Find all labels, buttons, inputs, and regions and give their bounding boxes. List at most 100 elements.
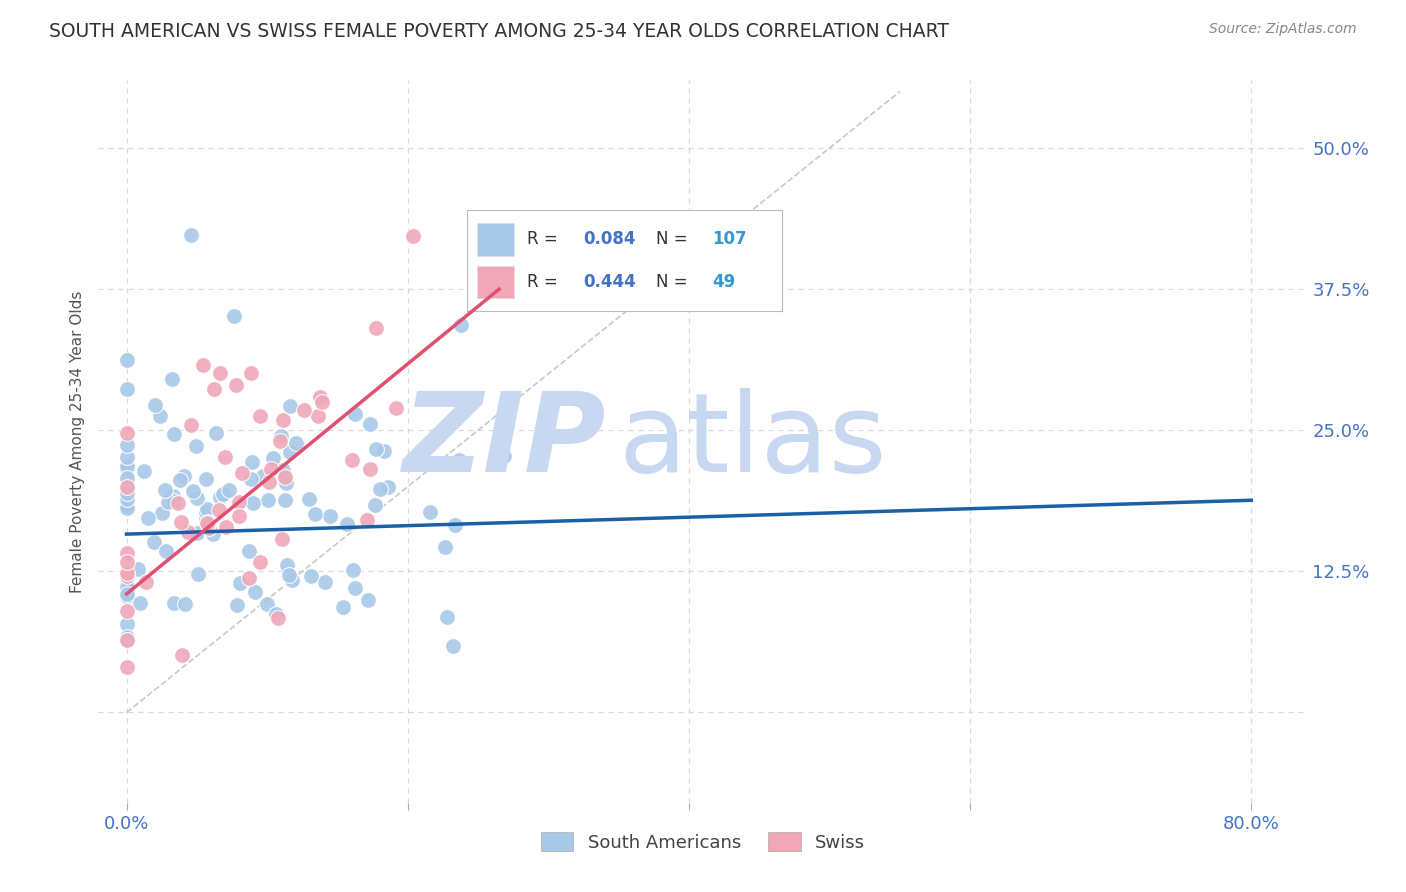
South Americans bbox=[434, 541, 457, 555]
Swiss bbox=[309, 390, 332, 404]
South Americans bbox=[278, 400, 301, 414]
South Americans bbox=[488, 437, 510, 451]
South Americans bbox=[494, 449, 516, 463]
Swiss bbox=[115, 604, 138, 618]
South Americans bbox=[184, 439, 207, 453]
South Americans bbox=[441, 639, 464, 653]
Swiss bbox=[307, 409, 329, 423]
South Americans bbox=[262, 451, 284, 466]
Swiss bbox=[209, 366, 232, 380]
South Americans bbox=[115, 450, 138, 465]
South Americans bbox=[195, 502, 218, 516]
South Americans bbox=[115, 585, 138, 599]
South Americans bbox=[270, 429, 292, 443]
South Americans bbox=[162, 489, 184, 503]
Y-axis label: Female Poverty Among 25-34 Year Olds: Female Poverty Among 25-34 Year Olds bbox=[69, 291, 84, 592]
South Americans bbox=[115, 438, 138, 452]
South Americans bbox=[132, 464, 155, 478]
Swiss bbox=[257, 475, 280, 490]
South Americans bbox=[115, 587, 138, 601]
South Americans bbox=[444, 517, 467, 532]
South Americans bbox=[319, 509, 342, 524]
South Americans bbox=[201, 527, 224, 541]
Swiss bbox=[208, 502, 231, 516]
South Americans bbox=[450, 318, 472, 332]
South Americans bbox=[157, 495, 180, 509]
South Americans bbox=[208, 490, 231, 504]
South Americans bbox=[226, 598, 249, 612]
South Americans bbox=[129, 596, 152, 610]
South Americans bbox=[162, 427, 184, 442]
South Americans bbox=[240, 455, 263, 469]
Swiss bbox=[292, 403, 315, 417]
South Americans bbox=[115, 353, 138, 368]
South Americans bbox=[115, 630, 138, 644]
Swiss bbox=[259, 462, 281, 476]
South Americans bbox=[256, 597, 278, 611]
South Americans bbox=[274, 493, 297, 508]
Text: Source: ZipAtlas.com: Source: ZipAtlas.com bbox=[1209, 22, 1357, 37]
Swiss bbox=[195, 516, 218, 530]
South Americans bbox=[278, 567, 301, 582]
South Americans bbox=[186, 491, 208, 506]
Swiss bbox=[267, 611, 290, 625]
Swiss bbox=[356, 513, 378, 527]
South Americans bbox=[281, 573, 304, 587]
Swiss bbox=[167, 496, 190, 510]
Swiss bbox=[177, 525, 200, 540]
South Americans bbox=[195, 511, 218, 525]
Swiss bbox=[228, 495, 250, 509]
South Americans bbox=[205, 425, 228, 440]
South Americans bbox=[211, 487, 233, 501]
Swiss bbox=[180, 418, 202, 433]
South Americans bbox=[115, 589, 138, 603]
South Americans bbox=[218, 483, 240, 498]
South Americans bbox=[115, 501, 138, 516]
South Americans bbox=[368, 482, 391, 496]
South Americans bbox=[242, 496, 264, 510]
South Americans bbox=[115, 480, 138, 494]
Swiss bbox=[170, 648, 193, 662]
South Americans bbox=[115, 462, 138, 476]
Swiss bbox=[385, 401, 408, 415]
South Americans bbox=[373, 444, 395, 458]
South Americans bbox=[163, 596, 186, 610]
South Americans bbox=[186, 526, 208, 541]
Swiss bbox=[249, 555, 271, 569]
Swiss bbox=[197, 516, 219, 531]
Swiss bbox=[115, 546, 138, 560]
South Americans bbox=[273, 471, 295, 485]
South Americans bbox=[343, 407, 366, 421]
South Americans bbox=[276, 558, 298, 572]
South Americans bbox=[195, 472, 218, 486]
South Americans bbox=[127, 562, 149, 576]
South Americans bbox=[115, 471, 138, 485]
South Americans bbox=[299, 569, 322, 583]
Swiss bbox=[231, 466, 253, 480]
South Americans bbox=[314, 575, 336, 590]
South Americans bbox=[366, 442, 388, 456]
Swiss bbox=[402, 229, 425, 244]
South Americans bbox=[195, 505, 218, 519]
South Americans bbox=[229, 576, 252, 591]
South Americans bbox=[115, 580, 138, 594]
South Americans bbox=[222, 310, 245, 324]
South Americans bbox=[169, 473, 191, 487]
Swiss bbox=[274, 470, 297, 484]
South Americans bbox=[173, 598, 195, 612]
Swiss bbox=[198, 521, 221, 535]
Text: ZIP: ZIP bbox=[402, 388, 606, 495]
Swiss bbox=[135, 575, 157, 590]
Swiss bbox=[271, 532, 294, 546]
South Americans bbox=[115, 458, 138, 473]
South Americans bbox=[115, 479, 138, 493]
South Americans bbox=[173, 469, 195, 483]
South Americans bbox=[149, 409, 172, 423]
South Americans bbox=[153, 483, 176, 497]
Swiss bbox=[271, 412, 294, 426]
South Americans bbox=[436, 609, 458, 624]
South Americans bbox=[155, 543, 177, 558]
Swiss bbox=[238, 571, 260, 585]
South Americans bbox=[343, 581, 366, 595]
South Americans bbox=[274, 475, 297, 490]
